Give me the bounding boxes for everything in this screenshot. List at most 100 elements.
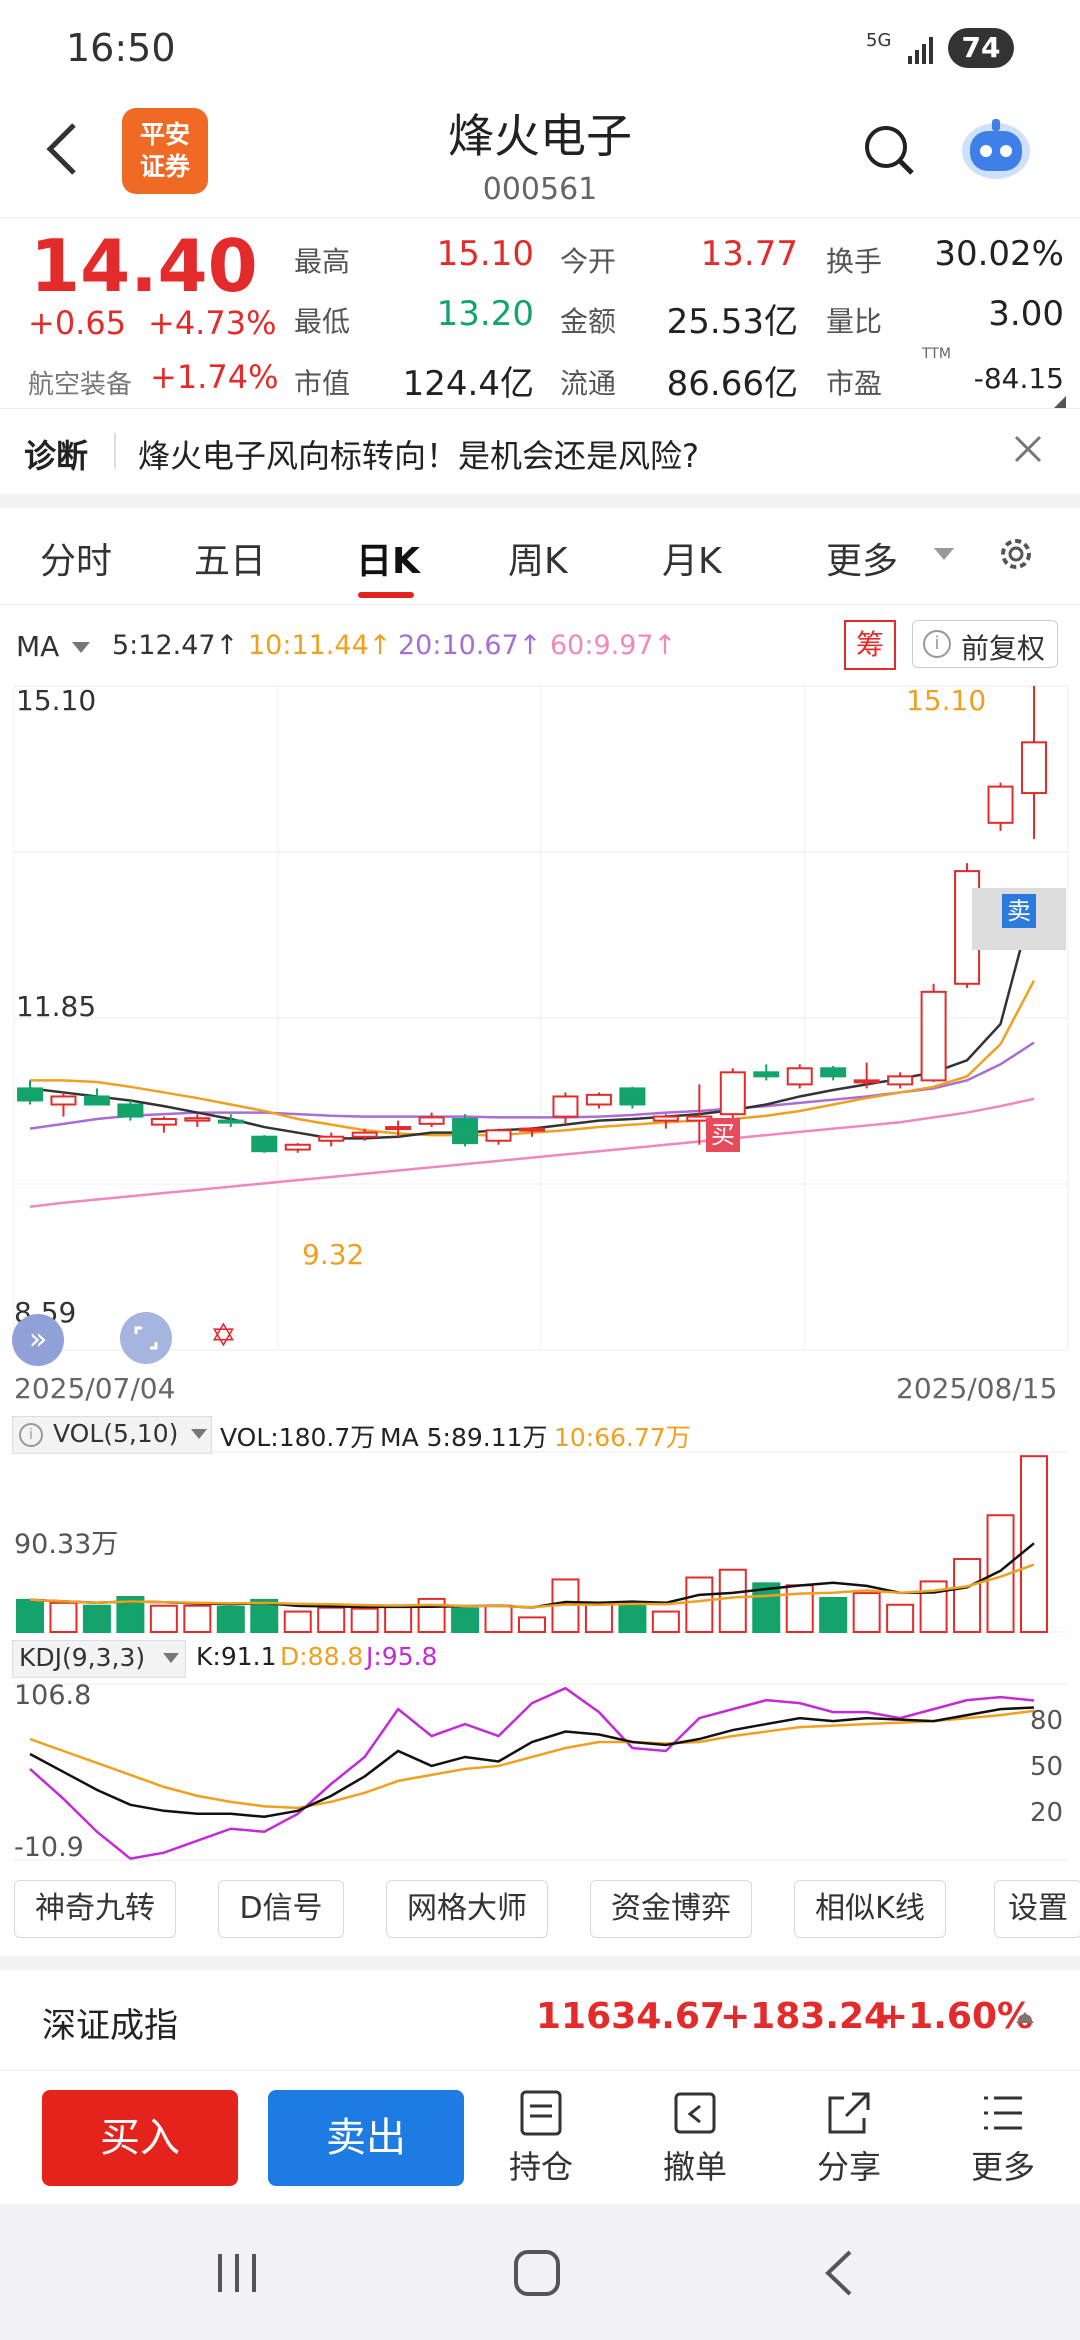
volume-bar xyxy=(317,1606,346,1633)
ma60-line xyxy=(29,1097,1035,1208)
turnover-value: 30.02% xyxy=(934,234,1064,274)
index-ticker[interactable]: 深证成指 11634.67 +183.24 +1.60% xyxy=(0,1970,1080,2071)
tab-five-day[interactable]: 五日 xyxy=(194,541,267,582)
kdj-y-bottom-label: -10.9 xyxy=(14,1832,84,1863)
more-button[interactable]: 更多 xyxy=(948,2088,1058,2188)
candle-body xyxy=(150,1118,177,1126)
chip-distribution-button[interactable]: 筹 xyxy=(844,620,896,670)
vol-y-label: 90.33万 xyxy=(14,1529,119,1560)
tab-daily-k[interactable]: 日K xyxy=(356,541,420,582)
home-icon[interactable] xyxy=(512,2248,562,2302)
recent-apps-icon[interactable] xyxy=(212,2248,262,2302)
tool-similar-kline[interactable]: 相似K线 xyxy=(794,1880,946,1938)
volume-bar xyxy=(283,1610,312,1633)
adjust-button[interactable]: i 前复权 xyxy=(912,620,1058,668)
sell-button[interactable]: 卖出 xyxy=(268,2090,464,2186)
tab-monthly-k[interactable]: 月K xyxy=(662,541,722,582)
chevron-down-icon xyxy=(163,1653,179,1663)
holdings-button[interactable]: 持仓 xyxy=(486,2088,596,2188)
chevron-down-icon xyxy=(191,1429,207,1439)
price-change: +0.65 xyxy=(28,304,127,342)
expand-left-icon[interactable]: » xyxy=(12,1314,64,1366)
vol-indicator-selector[interactable]: i VOL(5,10) xyxy=(12,1416,212,1454)
volratio-label: 量比 xyxy=(826,305,883,338)
tool-grid-master[interactable]: 网格大师 xyxy=(386,1880,548,1938)
tab-weekly-k[interactable]: 周K xyxy=(508,541,568,582)
kdj-indicator-selector[interactable]: KDJ(9,3,3) xyxy=(12,1640,186,1678)
volume-bar xyxy=(886,1603,915,1634)
kdj-j-line xyxy=(29,1686,1035,1860)
ma-label[interactable]: MA xyxy=(16,630,60,663)
tab-more[interactable]: 更多 xyxy=(826,541,899,582)
candle-body xyxy=(318,1135,345,1142)
gear-icon[interactable] xyxy=(996,534,1036,578)
open-label: 今开 xyxy=(560,245,617,278)
kdj-j-value: J:95.8 xyxy=(366,1642,438,1671)
y-axis-top-label: 15.10 xyxy=(16,684,97,717)
volume-bar xyxy=(82,1604,111,1634)
tab-intraday[interactable]: 分时 xyxy=(40,541,113,582)
cancel-order-button[interactable]: 撤单 xyxy=(640,2088,750,2188)
pe-value: -84.15 xyxy=(973,362,1064,395)
mcap-label: 市值 xyxy=(294,367,351,400)
period-tabs: 分时 五日 日K 周K 月K 更多 xyxy=(0,508,1080,605)
volume-bar xyxy=(752,1582,781,1634)
volume-bar xyxy=(484,1604,513,1634)
candle-body xyxy=(1021,741,1047,795)
buy-signal-badge[interactable]: 买 xyxy=(706,1118,740,1152)
diagnosis-banner[interactable]: 诊断 烽火电子风向标转向！是机会还是风险? xyxy=(0,408,1080,495)
holdings-label: 持仓 xyxy=(508,2148,573,2186)
divider xyxy=(0,217,1080,218)
more-label: 更多 xyxy=(970,2148,1035,2186)
chevron-up-icon[interactable] xyxy=(1016,2012,1034,2023)
back-button[interactable] xyxy=(42,119,82,183)
candle-body xyxy=(619,1087,646,1106)
info-icon: i xyxy=(19,1423,43,1447)
vol-label: VOL(5,10) xyxy=(53,1419,179,1448)
candle-body xyxy=(117,1103,144,1118)
volume-bar xyxy=(216,1605,245,1633)
index-change: +183.24 xyxy=(720,1996,890,2037)
divider xyxy=(114,433,116,469)
star-icon[interactable]: ✡ xyxy=(210,1316,237,1354)
candles xyxy=(17,686,1047,1153)
tool-magic-nine[interactable]: 神奇九转 xyxy=(14,1880,176,1938)
volume-bar xyxy=(819,1596,848,1633)
high-label: 最高 xyxy=(294,245,351,278)
search-icon[interactable] xyxy=(862,123,916,181)
sell-signal-badge[interactable]: 卖 xyxy=(1002,894,1036,928)
diagnosis-label: 诊断 xyxy=(24,437,89,475)
menu-icon xyxy=(984,2096,1022,2130)
kline-chart[interactable] xyxy=(0,672,1080,1872)
logo-text: 平安 xyxy=(139,120,190,149)
broker-logo[interactable]: 平安 证券 xyxy=(122,108,208,194)
index-change-pct: +1.60% xyxy=(878,1996,1034,2037)
chevron-down-icon[interactable] xyxy=(72,642,90,653)
tool-settings[interactable]: 设置 xyxy=(994,1880,1080,1938)
amount-value: 25.53亿 xyxy=(666,302,798,342)
close-icon[interactable] xyxy=(1012,433,1044,469)
volume-bar xyxy=(685,1576,714,1633)
share-button[interactable]: 分享 xyxy=(794,2088,904,2188)
volume-bar xyxy=(451,1607,480,1633)
tool-d-signal[interactable]: D信号 xyxy=(218,1880,344,1938)
ma10-value: 10:11.44↑ xyxy=(248,630,392,661)
sector-name[interactable]: 航空装备 xyxy=(28,370,133,400)
vol-ma5-line xyxy=(29,1542,1035,1609)
tool-fund-game[interactable]: 资金博弈 xyxy=(590,1880,752,1938)
ma10-line xyxy=(30,979,1036,1137)
candle-body xyxy=(452,1118,479,1145)
kdj-label: KDJ(9,3,3) xyxy=(19,1643,146,1672)
chevron-down-icon[interactable] xyxy=(934,548,954,560)
cancel-order-label: 撤单 xyxy=(662,2148,727,2186)
candle-body xyxy=(719,1071,746,1116)
quote-panel: 14.40 +0.65 +4.73% 航空装备 +1.74% 最高 15.10 … xyxy=(0,218,1080,408)
back-nav-icon[interactable] xyxy=(820,2248,860,2302)
fullscreen-icon[interactable] xyxy=(120,1312,172,1364)
low-label: 最低 xyxy=(294,305,351,338)
robot-assistant-icon[interactable] xyxy=(958,113,1034,187)
ma5-value: 5:12.47↑ xyxy=(112,630,239,661)
expand-corner-icon[interactable] xyxy=(1054,396,1066,408)
kdj-d-line xyxy=(29,1709,1035,1810)
buy-button[interactable]: 买入 xyxy=(42,2090,238,2186)
